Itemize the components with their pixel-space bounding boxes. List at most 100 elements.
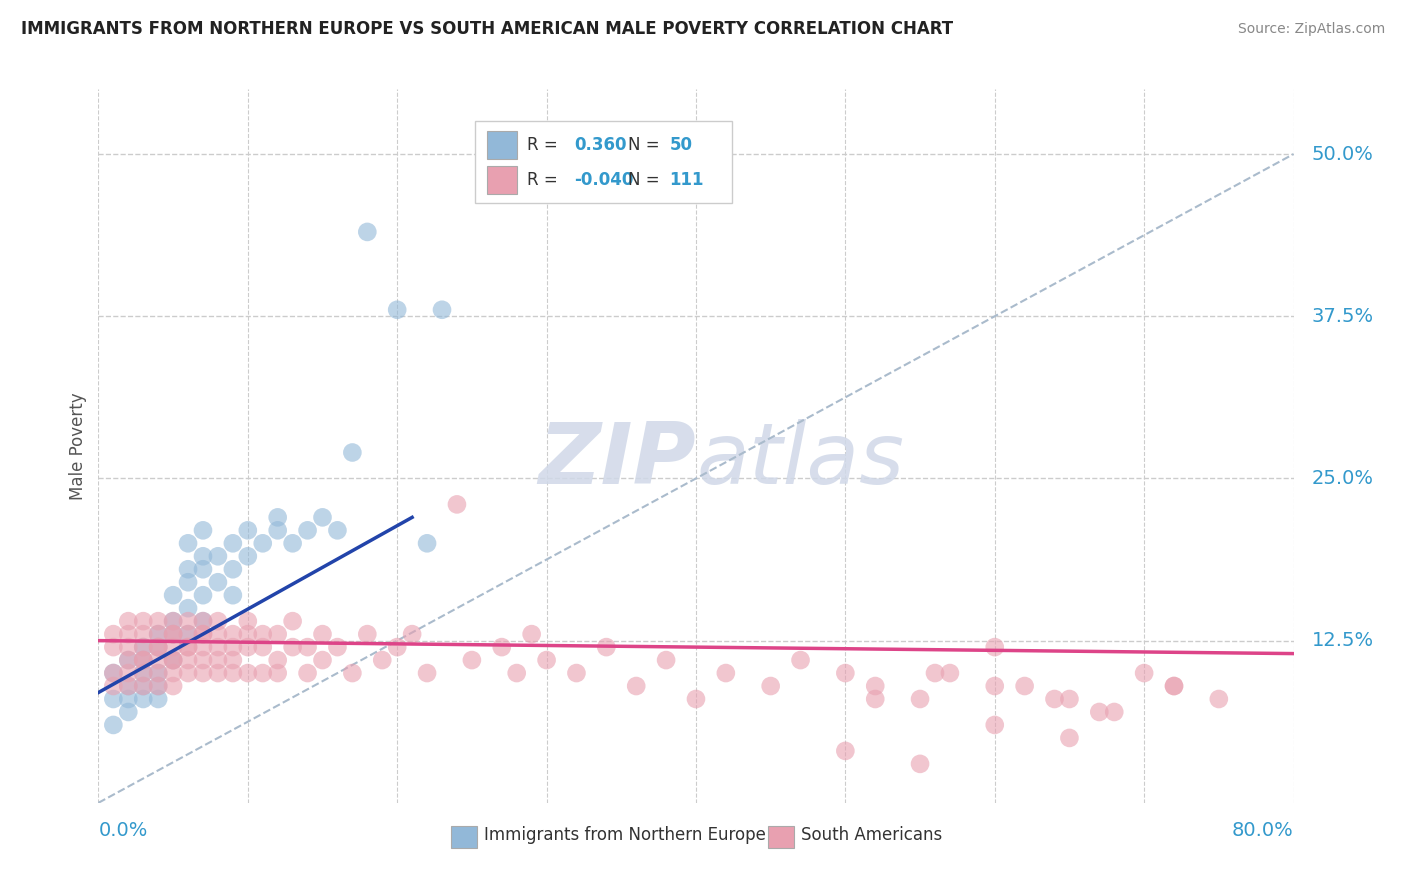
Point xyxy=(222,536,245,550)
Text: 0.360: 0.360 xyxy=(574,136,627,153)
Point xyxy=(281,640,304,654)
Point xyxy=(326,524,349,538)
Point xyxy=(385,302,409,317)
Point xyxy=(267,627,290,641)
Point xyxy=(162,653,184,667)
Point xyxy=(162,614,184,628)
Point xyxy=(162,666,184,681)
Bar xyxy=(486,166,517,194)
Point xyxy=(342,666,364,681)
Point xyxy=(924,666,946,681)
Point xyxy=(1059,731,1081,745)
Point xyxy=(191,524,214,538)
Point xyxy=(132,627,155,641)
Point xyxy=(385,640,409,654)
Point xyxy=(401,627,423,641)
Point xyxy=(162,588,184,602)
Point xyxy=(491,640,513,654)
Point xyxy=(148,614,170,628)
Point xyxy=(939,666,962,681)
Point xyxy=(520,627,543,641)
Point xyxy=(148,666,170,681)
Point xyxy=(177,601,200,615)
Point xyxy=(1059,692,1081,706)
Point xyxy=(371,653,394,667)
Point xyxy=(416,536,439,550)
Point xyxy=(1043,692,1066,706)
Point xyxy=(103,692,125,706)
Point xyxy=(117,640,139,654)
Point xyxy=(1104,705,1126,719)
Point xyxy=(222,653,245,667)
Text: ZIP: ZIP xyxy=(538,418,696,502)
Point xyxy=(236,627,259,641)
Point xyxy=(103,679,125,693)
Point xyxy=(132,679,155,693)
Point xyxy=(148,653,170,667)
Point xyxy=(789,653,811,667)
Text: 50: 50 xyxy=(669,136,693,153)
Point xyxy=(1163,679,1185,693)
Point xyxy=(191,627,214,641)
Point xyxy=(865,679,887,693)
Point xyxy=(236,549,259,564)
Point xyxy=(191,562,214,576)
Point xyxy=(222,640,245,654)
Text: 80.0%: 80.0% xyxy=(1232,821,1294,839)
Point xyxy=(281,536,304,550)
Point xyxy=(207,666,229,681)
Point xyxy=(222,588,245,602)
Point xyxy=(191,614,214,628)
Point xyxy=(132,666,155,681)
Point xyxy=(222,562,245,576)
Point xyxy=(297,666,319,681)
Point xyxy=(148,679,170,693)
Point xyxy=(132,653,155,667)
Point xyxy=(132,653,155,667)
Point xyxy=(132,679,155,693)
Point xyxy=(356,627,378,641)
Point xyxy=(655,653,678,667)
Point xyxy=(908,756,931,771)
Point xyxy=(117,692,139,706)
Text: atlas: atlas xyxy=(696,418,904,502)
Point xyxy=(207,575,229,590)
Point xyxy=(103,627,125,641)
Point xyxy=(191,588,214,602)
Text: R =: R = xyxy=(527,136,564,153)
Point xyxy=(984,679,1007,693)
Point xyxy=(311,627,333,641)
Point xyxy=(132,692,155,706)
Point xyxy=(430,302,453,317)
Point xyxy=(132,640,155,654)
Point xyxy=(148,666,170,681)
Point xyxy=(1163,679,1185,693)
Point xyxy=(236,524,259,538)
Point xyxy=(132,666,155,681)
Point xyxy=(162,627,184,641)
Point xyxy=(162,653,184,667)
Point xyxy=(207,614,229,628)
Point xyxy=(191,653,214,667)
Point xyxy=(132,653,155,667)
Point xyxy=(565,666,588,681)
Point xyxy=(446,497,468,511)
Point xyxy=(132,640,155,654)
Point xyxy=(311,653,333,667)
Point xyxy=(1014,679,1036,693)
Point xyxy=(117,627,139,641)
Point xyxy=(103,640,125,654)
Point xyxy=(148,627,170,641)
Point xyxy=(148,640,170,654)
Point xyxy=(311,510,333,524)
Bar xyxy=(768,826,794,847)
Point xyxy=(267,653,290,667)
Point xyxy=(162,653,184,667)
Point xyxy=(177,575,200,590)
Point xyxy=(117,679,139,693)
Point xyxy=(191,640,214,654)
Point xyxy=(162,679,184,693)
Point xyxy=(281,614,304,628)
Point xyxy=(132,614,155,628)
Point xyxy=(685,692,707,706)
